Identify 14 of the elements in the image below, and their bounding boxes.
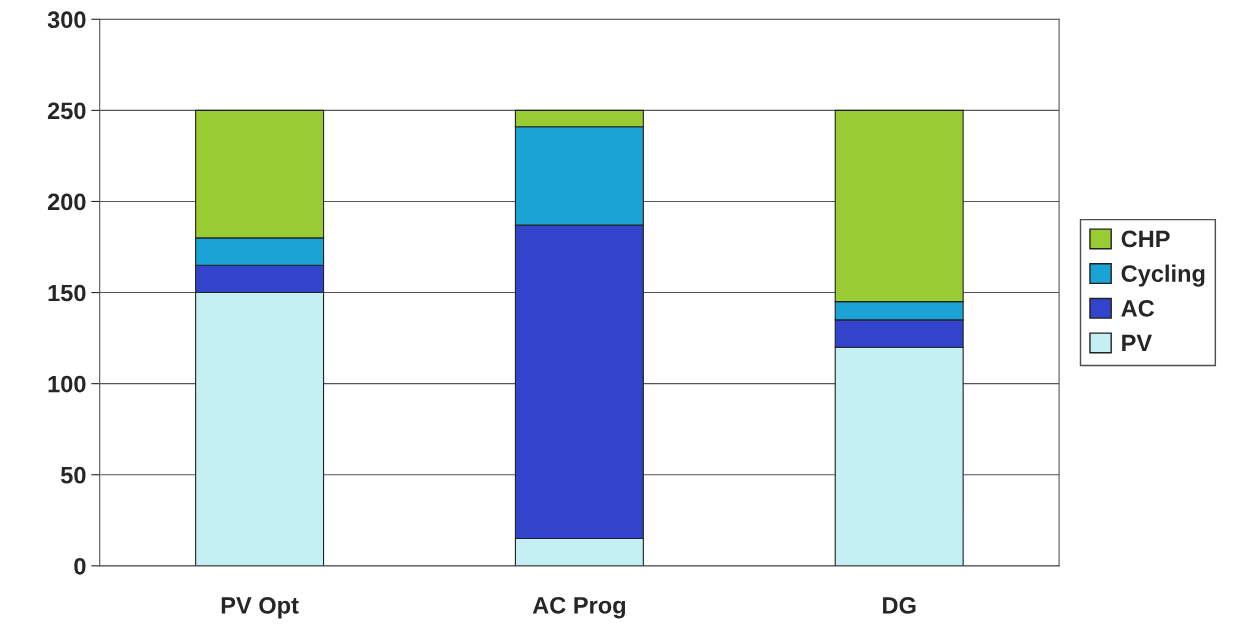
x-tick-label: AC Prog <box>532 596 626 619</box>
legend-label: AC <box>1121 299 1155 317</box>
y-tick-label: 50 <box>60 466 86 484</box>
legend-label: PV <box>1122 334 1152 352</box>
y-tick-label: 250 <box>47 102 86 120</box>
x-tick-label: DG <box>883 597 916 614</box>
y-tick-label: 100 <box>48 375 86 393</box>
legend-label: CHP <box>1121 230 1170 248</box>
x-tick-label: PV Opt <box>221 597 299 619</box>
y-tick-label: 0 <box>74 557 86 575</box>
y-tick-label: 300 <box>47 11 86 29</box>
legend-label: Cycling <box>1121 264 1205 287</box>
y-tick-label: 200 <box>47 193 86 211</box>
y-tick-label: 150 <box>48 284 86 302</box>
